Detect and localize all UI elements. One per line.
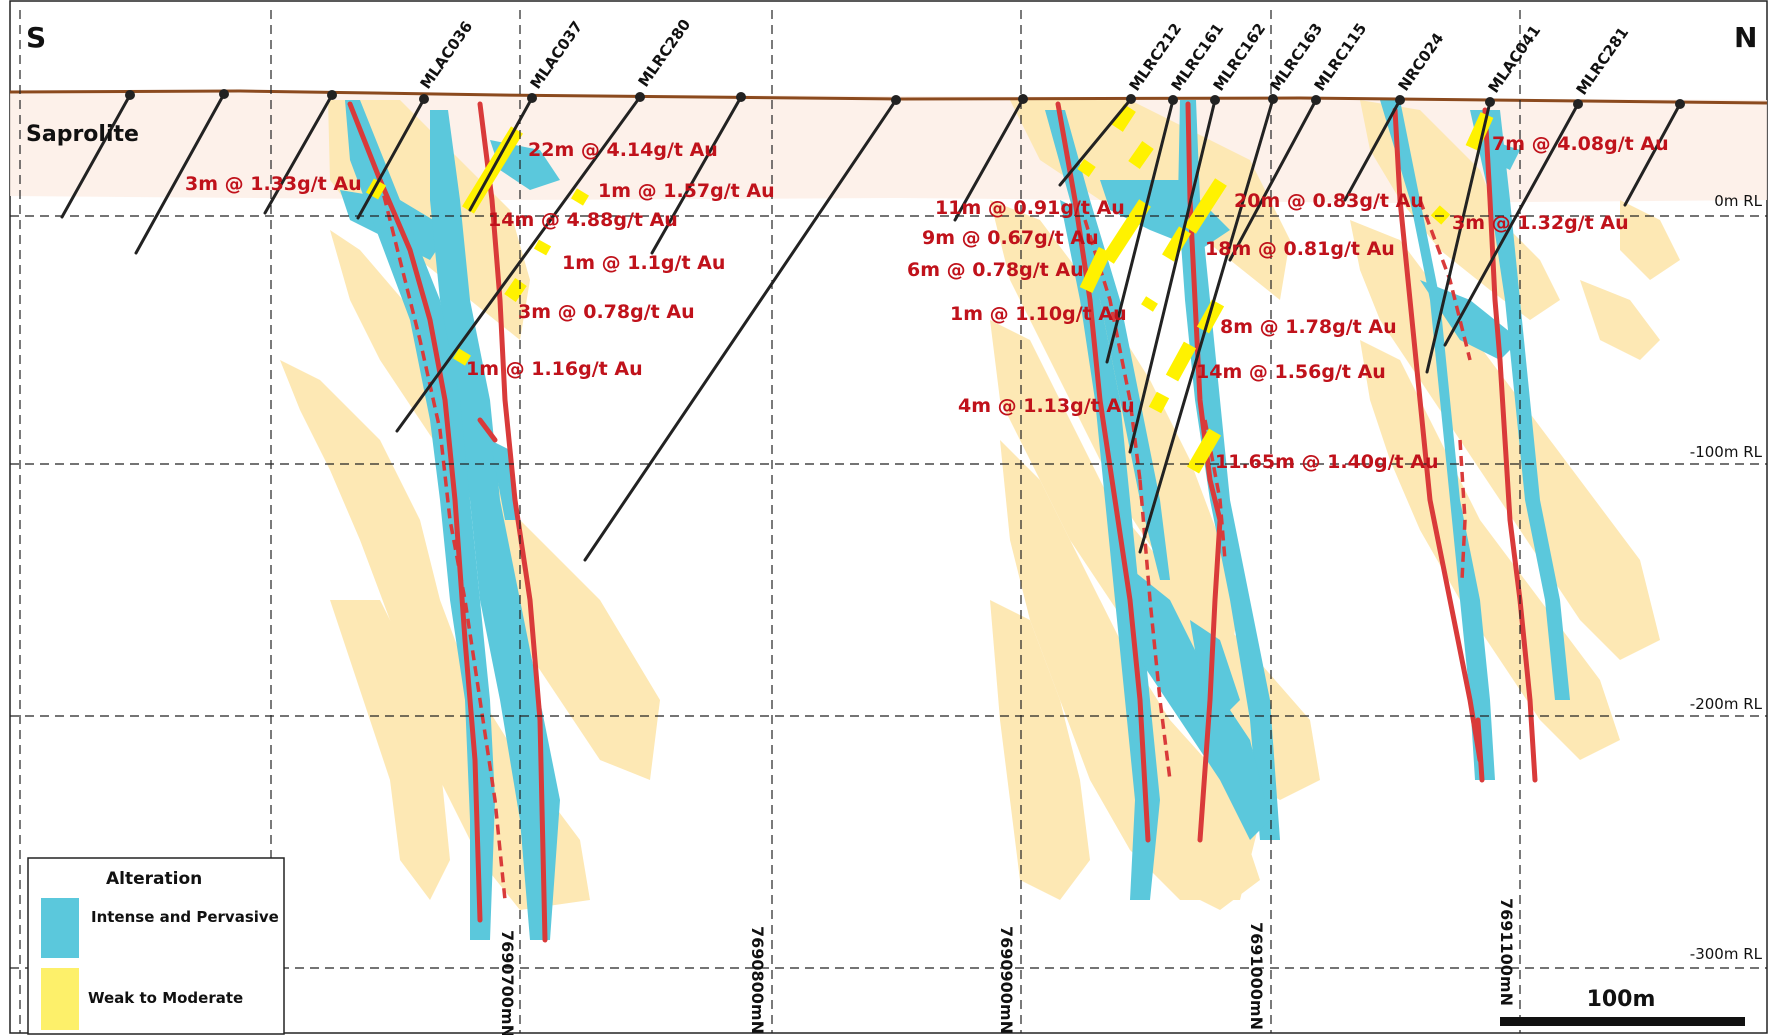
intercept-label: 1m @ 1.57g/t Au bbox=[598, 180, 775, 202]
legend-swatch-weak bbox=[41, 968, 79, 1030]
legend-label-weak: Weak to Moderate bbox=[88, 989, 243, 1007]
rl-label: -200m RL bbox=[1690, 695, 1763, 713]
intercept-label: 8m @ 1.78g/t Au bbox=[1220, 316, 1397, 338]
rl-label: -300m RL bbox=[1690, 945, 1763, 963]
legend-label-intense: Intense and Pervasive bbox=[91, 908, 279, 926]
intercept-label: 9m @ 0.67g/t Au bbox=[922, 227, 1099, 249]
south-label: S bbox=[26, 21, 46, 54]
intercept-label: 11.65m @ 1.40g/t Au bbox=[1215, 451, 1438, 473]
intercept-label: 20m @ 0.83g/t Au bbox=[1234, 190, 1424, 212]
rl-label: 0m RL bbox=[1714, 192, 1762, 210]
legend-title: Alteration bbox=[106, 869, 202, 889]
northing-label: 7691100mN bbox=[1497, 898, 1516, 1006]
intercept-label: 22m @ 4.14g/t Au bbox=[528, 139, 718, 161]
intercept-label: 4m @ 1.13g/t Au bbox=[958, 395, 1135, 417]
intercept-label: 18m @ 0.81g/t Au bbox=[1205, 238, 1395, 260]
intercept-label: 1m @ 1.10g/t Au bbox=[950, 303, 1127, 325]
rl-label: -100m RL bbox=[1690, 443, 1763, 461]
northing-label: 7690900mN bbox=[997, 926, 1016, 1034]
intercept-label: 3m @ 1.33g/t Au bbox=[185, 173, 362, 195]
collars bbox=[125, 89, 1685, 109]
saprolite-label: Saprolite bbox=[26, 122, 139, 147]
legend-swatch-intense bbox=[41, 898, 79, 958]
drill-traces bbox=[60, 92, 1682, 562]
intercept-label: 3m @ 1.32g/t Au bbox=[1452, 212, 1629, 234]
intercept-label: 1m @ 1.16g/t Au bbox=[466, 358, 643, 380]
intercept-label: 1m @ 1.1g/t Au bbox=[562, 252, 725, 274]
intercept-label: 14m @ 4.88g/t Au bbox=[488, 209, 678, 231]
northing-label: 7690800mN bbox=[748, 926, 767, 1034]
legend: Alteration Intense and Pervasive Weak to… bbox=[27, 857, 285, 1035]
intercept-label: 3m @ 0.78g/t Au bbox=[518, 301, 695, 323]
scale-label: 100m bbox=[1587, 987, 1656, 1012]
northing-label: 7690700mN bbox=[498, 930, 517, 1035]
north-label: N bbox=[1734, 21, 1757, 54]
scale-bar bbox=[1500, 1017, 1745, 1026]
topography-line bbox=[9, 89, 1768, 105]
intercept-label: 11m @ 0.91g/t Au bbox=[935, 197, 1125, 219]
intercept-label: 6m @ 0.78g/t Au bbox=[907, 259, 1084, 281]
veins bbox=[347, 101, 1538, 943]
intercept-label: 14m @ 1.56g/t Au bbox=[1196, 361, 1386, 383]
intercept-label: 7m @ 4.08g/t Au bbox=[1492, 133, 1669, 155]
northing-label: 7691000mN bbox=[1247, 922, 1266, 1030]
section-grid bbox=[10, 10, 1767, 1033]
